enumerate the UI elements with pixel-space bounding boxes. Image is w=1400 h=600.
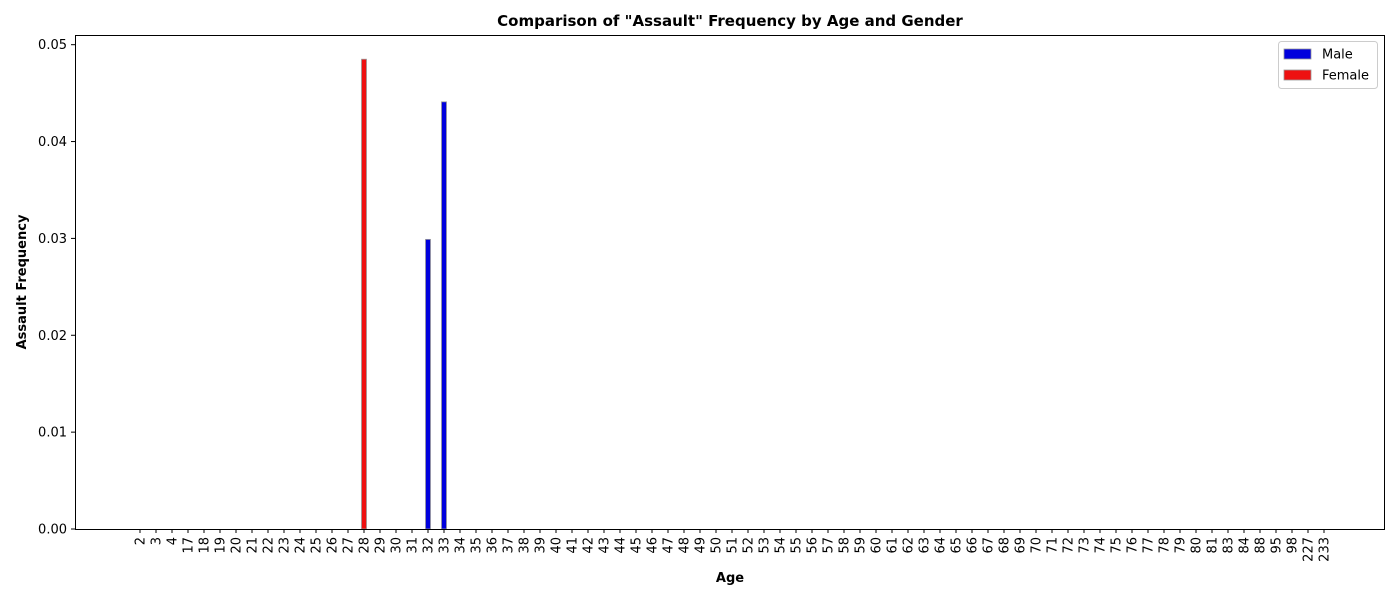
x-axis-label: Age	[716, 571, 744, 586]
x-tick-label: 3	[150, 537, 165, 545]
x-tick-label: 4	[166, 537, 181, 545]
x-tick-label: 46	[646, 537, 661, 554]
x-tick-label: 60	[870, 537, 885, 554]
legend-label-male: Male	[1322, 48, 1353, 63]
x-tick-label: 32	[422, 537, 437, 554]
x-tick-label: 2	[134, 537, 149, 545]
x-tick-label: 84	[1238, 537, 1253, 554]
x-tick-label: 66	[966, 537, 981, 554]
bars-layer	[361, 58, 447, 530]
x-tick-label: 83	[1222, 537, 1237, 554]
x-tick-label: 64	[934, 537, 949, 554]
x-axis: 2 3 4 17 18 19 20 21 22 23 24 25 26 27 28 29 30 31 32 33 34 3…	[134, 529, 1333, 562]
x-tick-label: 28	[358, 537, 373, 554]
x-tick-label: 27	[342, 537, 357, 554]
x-tick-label: 29	[374, 537, 389, 554]
x-tick-label: 35	[470, 537, 485, 554]
x-tick-label: 57	[822, 537, 837, 554]
x-tick-label: 24	[294, 537, 309, 554]
x-tick-label: 40	[550, 537, 565, 554]
x-tick-label: 62	[902, 537, 917, 554]
chart-title: Comparison of "Assault" Frequency by Age…	[497, 12, 963, 30]
x-tick-label: 21	[246, 537, 261, 554]
x-tick-label: 76	[1126, 537, 1141, 554]
x-tick-label: 77	[1142, 537, 1157, 554]
y-tick-label: 0.00	[38, 523, 67, 538]
x-tick-label: 49	[694, 537, 709, 554]
y-tick-label: 0.01	[38, 426, 67, 441]
x-tick-label: 18	[198, 537, 213, 554]
x-tick-label: 47	[662, 537, 677, 554]
x-tick-label: 78	[1158, 537, 1173, 554]
x-tick-label: 41	[566, 537, 581, 554]
x-tick-label: 52	[742, 537, 757, 554]
x-tick-label: 37	[502, 537, 517, 554]
x-tick-label: 88	[1254, 537, 1269, 554]
x-tick-label: 55	[790, 537, 805, 554]
legend-label-female: Female	[1322, 69, 1369, 84]
x-tick-label: 43	[598, 537, 613, 554]
y-tick-label: 0.04	[38, 135, 67, 150]
x-tick-label: 233	[1318, 537, 1333, 562]
y-tick-label: 0.05	[38, 38, 67, 53]
x-tick-label: 56	[806, 537, 821, 554]
legend: Male Female	[1278, 41, 1378, 89]
x-tick-label: 63	[918, 537, 933, 554]
x-tick-label: 34	[454, 537, 469, 554]
x-tick-label: 39	[534, 537, 549, 554]
x-tick-label: 79	[1174, 537, 1189, 554]
x-tick-label: 53	[758, 537, 773, 554]
bar-male-33	[441, 101, 447, 530]
y-axis-label: Assault Frequency	[15, 214, 30, 349]
x-tick-label: 36	[486, 537, 501, 554]
x-tick-label: 31	[406, 537, 421, 554]
y-tick-label: 0.03	[38, 232, 67, 247]
x-tick-label: 73	[1078, 537, 1093, 554]
x-tick-label: 33	[438, 537, 453, 554]
x-tick-label: 51	[726, 537, 741, 554]
plot-frame	[75, 35, 1385, 530]
x-tick-label: 61	[886, 537, 901, 554]
x-tick-label: 50	[710, 537, 725, 554]
x-tick-label: 65	[950, 537, 965, 554]
x-tick-label: 95	[1270, 537, 1285, 554]
y-axis: 0.00 0.01 0.02 0.03 0.04 0.05	[38, 38, 75, 538]
x-tick-label: 44	[614, 537, 629, 554]
x-tick-label: 67	[982, 537, 997, 554]
y-tick-label: 0.02	[38, 329, 67, 344]
x-tick-label: 22	[262, 537, 277, 554]
legend-swatch-female	[1283, 69, 1312, 81]
x-tick-label: 68	[998, 537, 1013, 554]
x-tick-label: 227	[1302, 537, 1317, 562]
x-tick-label: 19	[214, 537, 229, 554]
x-tick-label: 80	[1190, 537, 1205, 554]
x-tick-label: 38	[518, 537, 533, 554]
x-tick-label: 54	[774, 537, 789, 554]
x-tick-label: 48	[678, 537, 693, 554]
x-tick-label: 20	[230, 537, 245, 554]
x-tick-label: 71	[1046, 537, 1061, 554]
legend-swatch-male	[1283, 48, 1312, 60]
x-tick-label: 26	[326, 537, 341, 554]
x-tick-label: 23	[278, 537, 293, 554]
bar-female-28	[361, 58, 367, 530]
x-tick-label: 72	[1062, 537, 1077, 554]
x-tick-label: 25	[310, 537, 325, 554]
x-tick-label: 75	[1110, 537, 1125, 554]
x-tick-label: 59	[854, 537, 869, 554]
x-tick-label: 70	[1030, 537, 1045, 554]
x-tick-label: 58	[838, 537, 853, 554]
x-tick-label: 98	[1286, 537, 1301, 554]
x-tick-label: 81	[1206, 537, 1221, 554]
bar-male-32	[425, 238, 431, 530]
x-tick-label: 74	[1094, 537, 1109, 554]
x-tick-label: 42	[582, 537, 597, 554]
x-tick-label: 30	[390, 537, 405, 554]
x-tick-label: 17	[182, 537, 197, 554]
x-tick-label: 69	[1014, 537, 1029, 554]
x-tick-label: 45	[630, 537, 645, 554]
